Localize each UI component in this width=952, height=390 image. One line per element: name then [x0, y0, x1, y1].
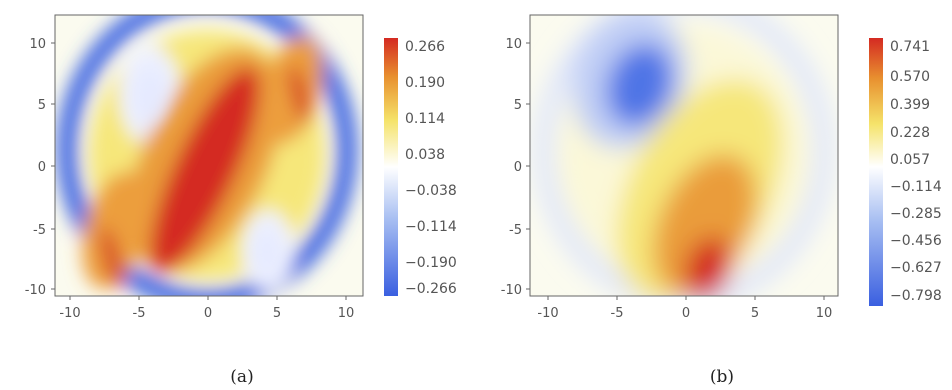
heatmap-a-center-max — [150, 67, 260, 273]
heatmap-a-outer-ring — [57, 15, 357, 296]
colorbar-a-label: −0.190 — [405, 255, 457, 271]
panel-a: -10 -5 0 5 10 10 5 0 -5 -10 0.266 0.190 … — [25, 14, 457, 387]
colorbar-a-label: 0.114 — [405, 111, 445, 127]
caption-a: (a) — [230, 367, 253, 387]
colorbar-a-label: 0.190 — [405, 75, 445, 91]
x-axis-b: -10 -5 0 5 10 — [537, 296, 832, 321]
colorbar-a-label: −0.114 — [405, 219, 457, 235]
y-tick-label-b: 10 — [505, 37, 522, 52]
y-tick-label-a: -10 — [25, 283, 46, 298]
colorbar-b: 0.741 0.570 0.399 0.228 0.057 −0.114 −0.… — [869, 38, 942, 306]
heatmap-b-outer-ring — [535, 15, 833, 296]
y-tick-label-a: -5 — [33, 223, 46, 238]
colorbar-a-gradient — [384, 38, 398, 296]
colorbar-b-label: −0.114 — [890, 179, 942, 195]
colorbar-a-label: −0.038 — [405, 183, 457, 199]
heatmap-b — [530, 15, 838, 296]
x-tick-label-b: -5 — [611, 306, 624, 321]
colorbar-b-gradient — [869, 38, 883, 306]
colorbar-b-label: 0.399 — [890, 97, 930, 113]
caption-b: (b) — [710, 367, 734, 387]
y-tick-label-a: 10 — [29, 37, 46, 52]
colorbar-b-label: 0.228 — [890, 125, 930, 141]
colorbar-a-label: 0.266 — [405, 39, 445, 55]
y-axis-a: 10 5 0 -5 -10 — [25, 37, 55, 298]
x-tick-label-a: 10 — [338, 306, 355, 321]
colorbar-b-label: −0.285 — [890, 206, 942, 222]
y-tick-label-b: -5 — [509, 223, 522, 238]
colorbar-b-label: 0.570 — [890, 69, 930, 85]
panel-b: -10 -5 0 5 10 10 5 0 -5 -10 0.741 0.570 … — [501, 14, 942, 387]
heatmap-b-max — [684, 237, 732, 296]
colorbar-a: 0.266 0.190 0.114 0.038 −0.038 −0.114 −0… — [384, 38, 457, 297]
x-tick-label-b: 0 — [682, 306, 690, 321]
colorbar-b-label: −0.627 — [890, 260, 942, 276]
y-tick-label-a: 5 — [38, 98, 46, 113]
x-tick-label-a: 5 — [273, 306, 281, 321]
colorbar-b-label: −0.456 — [890, 233, 942, 249]
x-tick-label-a: -5 — [133, 306, 146, 321]
colorbar-b-label: −0.798 — [890, 288, 942, 304]
colorbar-b-label: 0.741 — [890, 39, 930, 55]
y-tick-label-a: 0 — [38, 160, 46, 175]
y-tick-label-b: -10 — [501, 283, 522, 298]
y-axis-b: 10 5 0 -5 -10 — [501, 37, 530, 298]
colorbar-b-label: 0.057 — [890, 152, 930, 168]
x-axis-a: -10 -5 0 5 10 — [59, 296, 354, 321]
x-tick-label-a: -10 — [59, 306, 80, 321]
colorbar-a-label: 0.038 — [405, 147, 445, 163]
frame-a — [54, 14, 364, 297]
x-tick-label-b: -10 — [537, 306, 558, 321]
y-tick-label-b: 5 — [514, 98, 522, 113]
heatmap-a — [55, 15, 363, 296]
x-tick-label-b: 10 — [816, 306, 833, 321]
frame-b — [529, 14, 839, 297]
x-tick-label-a: 0 — [204, 306, 212, 321]
y-tick-label-b: 0 — [514, 160, 522, 175]
x-tick-label-b: 5 — [751, 306, 759, 321]
colorbar-a-label: −0.266 — [405, 281, 457, 297]
